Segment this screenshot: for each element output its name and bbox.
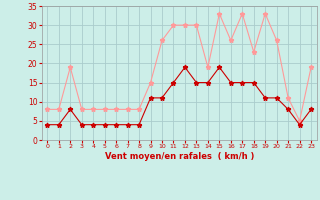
X-axis label: Vent moyen/en rafales  ( km/h ): Vent moyen/en rafales ( km/h ) <box>105 152 254 161</box>
